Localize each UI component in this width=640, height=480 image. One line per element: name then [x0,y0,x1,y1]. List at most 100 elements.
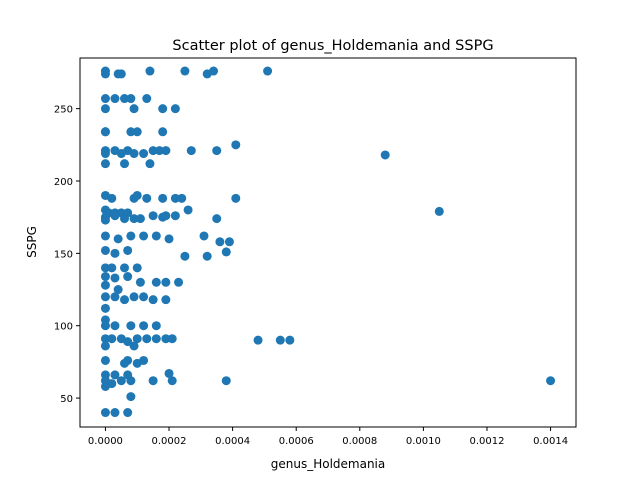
data-point [142,94,152,104]
data-point [100,231,110,241]
x-tick-label: 0.0004 [215,436,250,447]
data-point [224,237,234,247]
data-point [177,193,187,203]
plot-frame [79,57,577,428]
data-point [154,146,164,156]
data-point [380,150,390,160]
data-point [132,334,142,344]
x-tick-label: 0.0012 [469,436,504,447]
data-point [100,272,110,282]
data-point [116,376,126,386]
data-point [110,273,120,283]
data-point [231,193,241,203]
data-point [113,285,123,295]
data-point [135,214,145,224]
y-tick-label: 100 [54,322,73,333]
data-point [120,295,130,305]
chart-title: Scatter plot of genus_Holdemania and SSP… [172,38,493,54]
data-point [164,234,174,244]
data-point [139,321,149,331]
x-tick-label: 0.0002 [152,436,187,447]
data-point [100,127,110,137]
data-point [107,193,117,203]
x-tick-label: 0.0006 [279,436,314,447]
data-point [100,303,110,313]
data-point [123,272,133,282]
data-point [100,215,110,225]
data-point [126,231,136,241]
data-point [132,127,142,137]
data-point [129,341,139,351]
data-point [139,231,149,241]
points-layer [100,66,556,418]
data-point [113,234,123,244]
data-point [100,321,110,331]
data-point [100,381,110,391]
y-axis: 50 100 150 200 250 [54,105,80,405]
data-point [126,376,136,386]
data-point [135,277,145,287]
data-point [100,149,110,159]
data-point [148,376,158,386]
data-point [215,237,225,247]
data-point [161,295,171,305]
y-tick-label: 200 [54,177,73,188]
data-point [100,245,110,255]
x-tick-label: 0.0010 [406,436,441,447]
y-tick-label: 50 [60,394,73,405]
data-point [100,292,110,302]
data-point [180,66,190,76]
data-point [142,193,152,203]
data-point [180,251,190,261]
data-point [253,335,263,345]
data-point [126,392,136,402]
data-point [107,263,117,273]
data-point [209,66,219,76]
data-point [158,193,168,203]
data-point [221,247,231,257]
data-point [161,146,171,156]
data-point [126,94,136,104]
data-point [123,245,133,255]
data-point [100,341,110,351]
data-point [170,211,180,221]
data-point [151,231,161,241]
data-point [132,263,142,273]
data-point [148,211,158,221]
data-point [120,263,130,273]
data-point [120,358,130,368]
data-point [167,376,177,386]
data-point [142,334,152,344]
data-point [434,206,444,216]
data-point [167,334,177,344]
data-point [202,251,212,261]
x-tick-label: 0.0008 [342,436,377,447]
data-point [129,149,139,159]
y-tick-label: 250 [54,105,73,116]
data-point [123,408,133,418]
data-point [183,205,193,215]
data-point [148,146,158,156]
x-tick-label: 0.0014 [533,436,568,447]
data-point [100,69,110,79]
data-point [174,277,184,287]
data-point [100,280,110,290]
data-point [110,292,120,302]
data-point [212,214,222,224]
data-point [151,334,161,344]
data-point [139,292,149,302]
x-axis: 0.0000 0.0002 0.0004 0.0006 0.0008 0.0010 0.00… [88,427,568,447]
data-point [129,214,139,224]
data-point [100,263,110,273]
data-point [148,295,158,305]
data-point [110,94,120,104]
data-point [110,370,120,380]
data-point [170,193,180,203]
data-point [275,335,285,345]
data-point [100,159,110,169]
data-point [161,277,171,287]
data-point [285,335,295,345]
data-point [199,231,209,241]
data-point [139,149,149,159]
data-point [158,104,168,114]
